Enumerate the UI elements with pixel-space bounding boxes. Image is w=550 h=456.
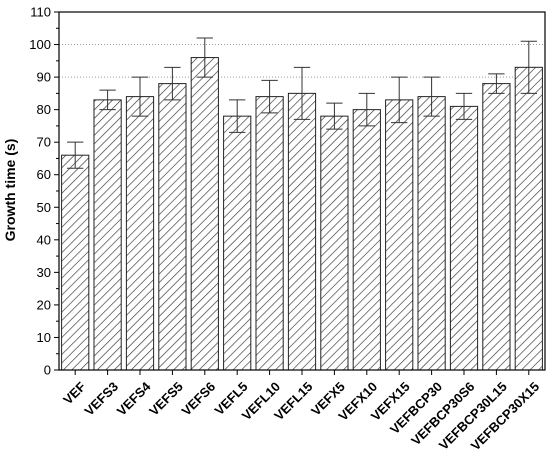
error-bar-VEFBCP30L15 — [488, 73, 505, 94]
error-bar-VEFS4 — [131, 76, 149, 117]
x-tick-label: VEFS5 — [146, 379, 186, 419]
bar-VEFBCP30X15 — [514, 66, 543, 371]
x-tick-labels: VEFVEFS3VEFS4VEFS5VEFS6VEFL5VEFL10VEFL15… — [60, 378, 542, 453]
error-bar-VEFL10 — [261, 79, 278, 114]
bar-VEFS5 — [158, 83, 187, 371]
error-bar-VEFL5 — [229, 99, 246, 133]
bar-VEFBCP30S6 — [449, 105, 479, 371]
x-tick-label: VEF — [60, 379, 89, 408]
bar-VEFS6 — [190, 57, 219, 371]
bar-VEFL10 — [255, 96, 284, 371]
x-tick-label: VEFS4 — [114, 378, 154, 418]
error-bar-VEFBCP30 — [423, 76, 440, 117]
y-tick-label: 110 — [30, 5, 51, 20]
y-tick-label: 60 — [37, 167, 51, 182]
y-axis-title: Growth time (s) — [2, 139, 18, 242]
y-tick-label: 70 — [37, 135, 51, 150]
bar-VEFBCP30L15 — [482, 83, 511, 371]
error-bar-VEFBCP30X15 — [520, 40, 537, 94]
error-bar-VEF — [67, 141, 84, 169]
y-tick-label: 80 — [37, 102, 51, 117]
bars — [61, 57, 543, 371]
y-tick-label: 90 — [37, 70, 51, 85]
y-tick-label: 30 — [37, 265, 51, 280]
error-bar-VEFBCP30S6 — [455, 92, 473, 120]
bar-VEFX10 — [352, 109, 381, 371]
y-ticks: 0 10 20 30 40 50 60 70 80 90 100 110 — [29, 5, 530, 378]
bar-VEFX5 — [320, 115, 349, 371]
y-tick-label: 0 — [44, 363, 51, 378]
error-bar-VEFS5 — [164, 66, 181, 101]
bar-VEFS4 — [125, 96, 155, 371]
bar-VEFL5 — [223, 115, 252, 371]
x-tick-label: VEFS3 — [81, 379, 121, 419]
y-tick-label: 20 — [37, 297, 51, 312]
error-bar-VEFS3 — [99, 89, 116, 111]
x-tick-label: VEFS6 — [179, 379, 219, 419]
error-bars — [67, 37, 537, 169]
bar-VEFBCP30 — [417, 96, 446, 371]
y-tick-label: 10 — [37, 330, 51, 345]
error-bar-VEFL15 — [293, 66, 311, 120]
bar-VEFL15 — [287, 92, 317, 371]
error-bar-VEFX15 — [391, 76, 408, 124]
y-tick-label: 100 — [29, 37, 51, 52]
y-tick-label: 50 — [37, 200, 51, 215]
y-tick-label: 40 — [37, 232, 51, 247]
bar-VEF — [61, 154, 90, 371]
error-bar-VEFS6 — [196, 37, 213, 78]
error-bar-VEFX10 — [358, 92, 375, 127]
bar-VEFX15 — [385, 99, 414, 371]
bar-VEFS3 — [93, 99, 122, 371]
error-bar-VEFX5 — [326, 102, 343, 130]
